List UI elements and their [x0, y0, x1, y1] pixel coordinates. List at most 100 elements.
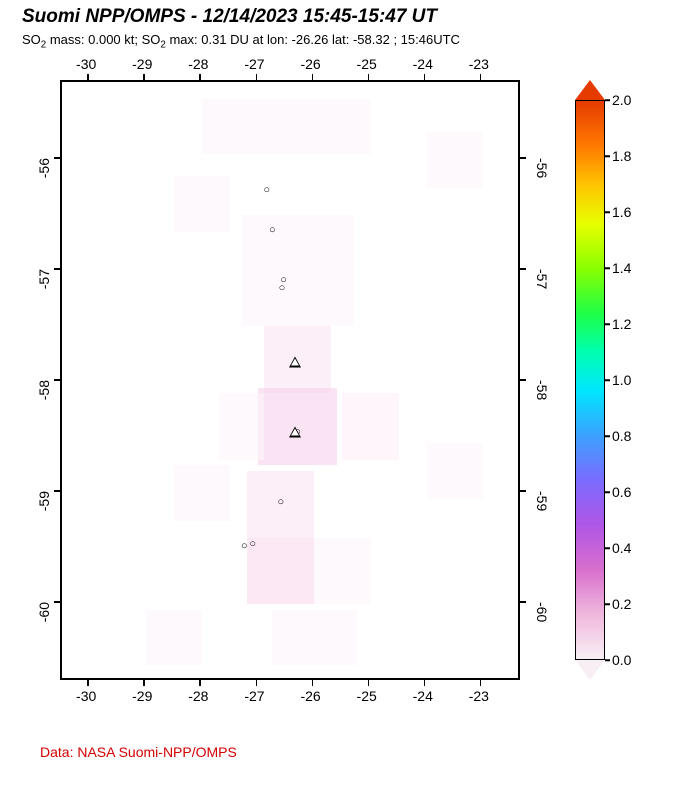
x-tick — [256, 680, 258, 686]
data-cell — [219, 393, 264, 460]
colorbar-tick-label: 0.2 — [612, 596, 631, 612]
x-tick-label: -27 — [244, 688, 264, 704]
colorbar-tick-label: 1.2 — [612, 316, 631, 332]
x-tick — [312, 680, 314, 686]
island-marker: ○ — [277, 496, 284, 508]
data-cell — [174, 176, 230, 232]
colorbar-tick — [605, 659, 610, 661]
colorbar-tick — [605, 547, 610, 549]
x-tick — [424, 680, 426, 686]
data-cell — [314, 538, 370, 605]
volcano-marker-icon — [289, 427, 301, 438]
x-tick-label: -28 — [188, 56, 208, 72]
x-tick — [480, 74, 482, 80]
x-tick — [143, 680, 145, 686]
y-tick — [54, 157, 60, 159]
x-tick-label: -30 — [76, 56, 96, 72]
colorbar-tick — [605, 155, 610, 157]
y-tick-label: -59 — [534, 491, 550, 511]
x-tick-label: -24 — [413, 688, 433, 704]
map-plot-area: ○○○○○○○○ — [60, 80, 520, 680]
colorbar-tick — [605, 435, 610, 437]
colorbar-tick-label: 1.6 — [612, 204, 631, 220]
colorbar-tick-label: 0.0 — [612, 652, 631, 668]
x-tick — [480, 680, 482, 686]
y-tick-label: -56 — [36, 158, 52, 178]
data-cell — [247, 538, 314, 605]
data-cell — [272, 610, 356, 666]
data-cell — [202, 99, 258, 155]
x-tick — [87, 74, 89, 80]
data-credit: Data: NASA Suomi-NPP/OMPS — [40, 744, 237, 760]
x-tick-label: -28 — [188, 688, 208, 704]
island-marker: ○ — [241, 540, 248, 552]
x-tick — [368, 74, 370, 80]
x-tick-label: -26 — [300, 688, 320, 704]
y-tick-label: -56 — [534, 158, 550, 178]
y-tick-label: -57 — [36, 269, 52, 289]
island-marker: ○ — [279, 282, 286, 294]
y-tick — [520, 490, 526, 492]
colorbar-tick-label: 1.0 — [612, 372, 631, 388]
colorbar-tick-label: 1.4 — [612, 260, 631, 276]
colorbar — [575, 100, 605, 660]
volcano-marker-icon — [289, 357, 301, 368]
colorbar-tick — [605, 491, 610, 493]
data-cell — [242, 215, 354, 326]
x-tick-label: -23 — [469, 56, 489, 72]
x-tick — [256, 74, 258, 80]
colorbar-tick-label: 0.4 — [612, 540, 631, 556]
y-tick — [54, 379, 60, 381]
y-tick-label: -58 — [534, 380, 550, 400]
x-tick — [87, 680, 89, 686]
colorbar-under-arrow — [575, 660, 605, 680]
data-cell — [258, 99, 370, 155]
colorbar-tick — [605, 267, 610, 269]
x-tick-label: -29 — [132, 688, 152, 704]
colorbar-tick-label: 0.8 — [612, 428, 631, 444]
colorbar-tick — [605, 603, 610, 605]
y-tick — [520, 268, 526, 270]
x-tick-label: -24 — [413, 56, 433, 72]
data-cell — [146, 610, 202, 666]
x-tick-label: -26 — [300, 56, 320, 72]
x-tick — [143, 74, 145, 80]
y-tick — [520, 379, 526, 381]
x-tick-label: -29 — [132, 56, 152, 72]
data-cell — [427, 443, 483, 499]
x-tick-label: -23 — [469, 688, 489, 704]
y-tick-label: -59 — [36, 491, 52, 511]
island-marker: ○ — [249, 538, 256, 550]
y-tick — [54, 601, 60, 603]
x-tick — [368, 680, 370, 686]
x-tick — [312, 74, 314, 80]
y-tick-label: -60 — [36, 602, 52, 622]
colorbar-tick-label: 0.6 — [612, 484, 631, 500]
data-cell — [427, 132, 483, 188]
island-marker: ○ — [263, 184, 270, 196]
y-tick — [520, 601, 526, 603]
x-tick-label: -25 — [357, 56, 377, 72]
data-cell — [342, 393, 398, 460]
colorbar-tick-label: 2.0 — [612, 92, 631, 108]
y-tick — [54, 490, 60, 492]
chart-title: Suomi NPP/OMPS - 12/14/2023 15:45-15:47 … — [22, 6, 437, 28]
y-tick-label: -58 — [36, 380, 52, 400]
colorbar-tick — [605, 379, 610, 381]
x-tick — [199, 74, 201, 80]
x-tick — [199, 680, 201, 686]
x-tick — [424, 74, 426, 80]
data-cell — [174, 465, 230, 521]
island-marker: ○ — [269, 224, 276, 236]
y-tick — [520, 157, 526, 159]
chart-subtitle: SO2 mass: 0.000 kt; SO2 max: 0.31 DU at … — [22, 32, 460, 51]
x-tick-label: -25 — [357, 688, 377, 704]
y-tick-label: -60 — [534, 602, 550, 622]
colorbar-tick — [605, 211, 610, 213]
y-tick — [54, 268, 60, 270]
y-tick-label: -57 — [534, 269, 550, 289]
x-tick-label: -27 — [244, 56, 264, 72]
colorbar-tick — [605, 99, 610, 101]
colorbar-tick — [605, 323, 610, 325]
x-tick-label: -30 — [76, 688, 96, 704]
